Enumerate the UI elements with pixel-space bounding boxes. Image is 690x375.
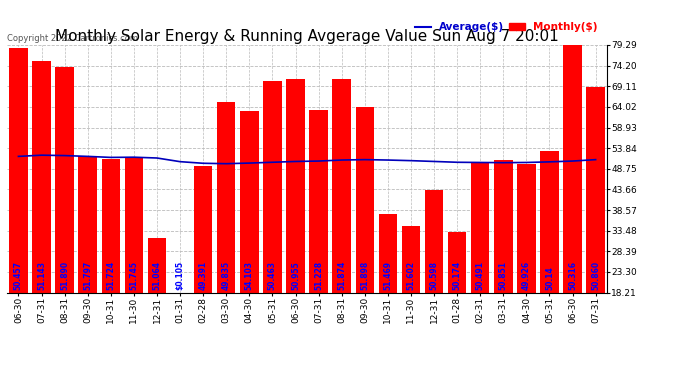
Text: 49.926: 49.926 <box>522 261 531 291</box>
Legend: Average($), Monthly($): Average($), Monthly($) <box>411 18 602 36</box>
Bar <box>333 79 351 366</box>
Text: Copyright 2022 Cartronics.com: Copyright 2022 Cartronics.com <box>7 33 138 42</box>
Bar <box>518 164 535 366</box>
Bar <box>148 238 166 366</box>
Text: 54.103: 54.103 <box>245 261 254 291</box>
Bar <box>32 61 51 366</box>
Text: 51.143: 51.143 <box>37 261 46 291</box>
Bar <box>448 232 466 366</box>
Text: 51.874: 51.874 <box>337 261 346 291</box>
Text: 49.391: 49.391 <box>199 261 208 291</box>
Bar <box>125 158 143 366</box>
Text: $0.105: $0.105 <box>175 261 184 291</box>
Bar <box>55 67 74 366</box>
Text: 51.890: 51.890 <box>60 261 69 291</box>
Bar <box>9 48 28 366</box>
Text: 50.860: 50.860 <box>591 261 600 291</box>
Bar <box>379 214 397 366</box>
Bar <box>309 110 328 366</box>
Text: 50.851: 50.851 <box>499 261 508 291</box>
Text: 49.835: 49.835 <box>221 261 230 291</box>
Text: 50.955: 50.955 <box>291 262 300 291</box>
Text: 50.463: 50.463 <box>268 261 277 291</box>
Bar <box>79 156 97 366</box>
Bar <box>101 159 120 366</box>
Bar <box>240 111 259 366</box>
Bar <box>217 102 235 366</box>
Text: 51.064: 51.064 <box>152 261 161 291</box>
Text: 50.457: 50.457 <box>14 261 23 291</box>
Text: 50.14: 50.14 <box>545 267 554 291</box>
Text: 50.174: 50.174 <box>453 261 462 291</box>
Bar <box>586 87 605 366</box>
Text: 51.724: 51.724 <box>106 261 115 291</box>
Bar <box>194 166 213 366</box>
Bar <box>563 45 582 366</box>
Bar <box>494 160 513 366</box>
Text: 50.316: 50.316 <box>568 261 577 291</box>
Bar <box>425 190 443 366</box>
Text: 51.898: 51.898 <box>360 261 369 291</box>
Text: 50.598: 50.598 <box>430 261 439 291</box>
Bar <box>540 151 559 366</box>
Text: 51.602: 51.602 <box>406 261 415 291</box>
Bar <box>286 79 305 366</box>
Text: 51.745: 51.745 <box>130 261 139 291</box>
Text: 51.797: 51.797 <box>83 261 92 291</box>
Bar <box>471 162 489 366</box>
Bar <box>355 107 374 366</box>
Bar <box>402 226 420 366</box>
Bar <box>263 81 282 366</box>
Text: 51.228: 51.228 <box>314 261 323 291</box>
Text: 50.491: 50.491 <box>475 261 484 291</box>
Text: 51.469: 51.469 <box>384 261 393 291</box>
Title: Monthly Solar Energy & Running Avgerage Value Sun Aug 7 20:01: Monthly Solar Energy & Running Avgerage … <box>55 29 559 44</box>
